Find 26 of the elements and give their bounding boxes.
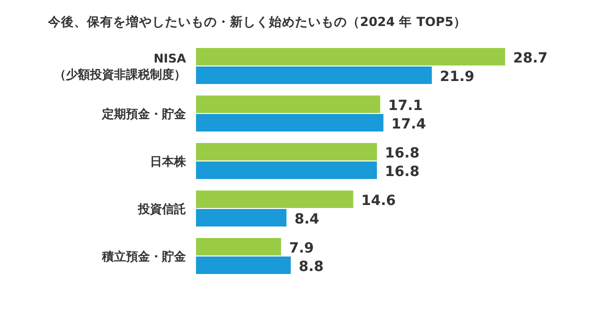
data-label: 17.4 <box>391 116 426 132</box>
bar <box>196 162 377 179</box>
chart-title: 今後、保有を増やしたいもの・新しく始めたいもの（2024 年 TOP5） <box>47 14 467 29</box>
data-label: 7.9 <box>289 240 314 256</box>
y-tick-label: 積立預金・貯金 <box>101 250 187 264</box>
data-label: 28.7 <box>513 50 548 66</box>
bar <box>196 96 380 113</box>
bar <box>196 48 506 66</box>
y-tick-label: 投資信託 <box>137 202 186 216</box>
data-label: 16.8 <box>384 145 420 162</box>
y-tick-label: 定期預金・貯金 <box>101 107 187 121</box>
bar <box>196 256 291 274</box>
bar <box>196 66 432 84</box>
bar <box>196 209 286 226</box>
data-label: 17.1 <box>388 98 423 114</box>
bar <box>196 238 282 256</box>
data-label: 16.8 <box>384 164 420 180</box>
data-label: 14.6 <box>361 192 396 209</box>
y-tick-label: 日本株 <box>150 154 187 168</box>
bar <box>196 143 377 160</box>
y-tick-label: NISA （少額投資非課税制度） <box>54 52 187 82</box>
bar <box>196 190 354 208</box>
data-label: 21.9 <box>440 68 474 85</box>
data-label: 8.8 <box>298 258 324 275</box>
data-label: 8.4 <box>294 211 320 228</box>
bar <box>196 114 384 132</box>
